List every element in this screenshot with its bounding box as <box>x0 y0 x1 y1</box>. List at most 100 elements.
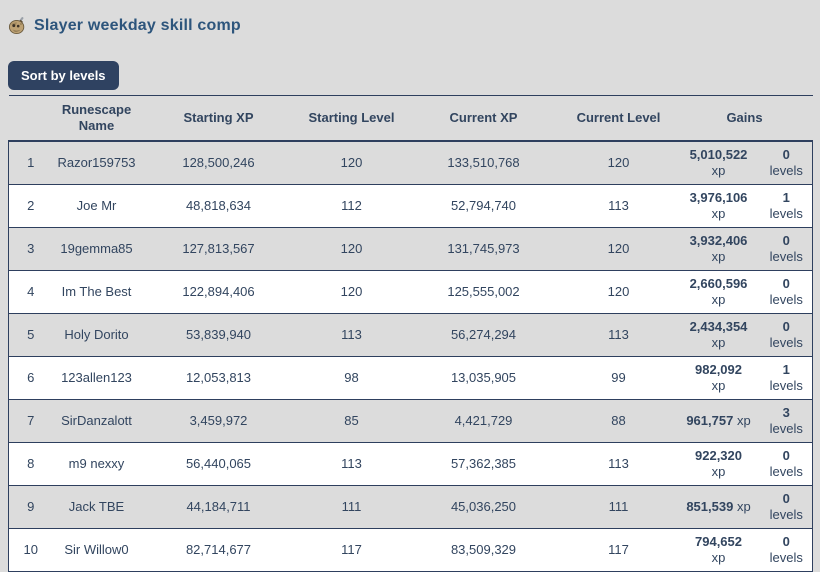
starting-level-cell: 112 <box>341 198 362 213</box>
current-xp-cell: 56,274,294 <box>450 327 517 342</box>
gains-levels-cell: 0 levels <box>761 141 813 185</box>
gains-xp-cell: 922,320 xp <box>677 443 761 486</box>
table-row: 2 Joe Mr 48,818,634 112 52,794,740 113 3… <box>8 184 813 228</box>
player-name-cell: Sir Willow0 <box>64 542 129 557</box>
player-name-cell: Im The Best <box>61 284 132 299</box>
gains-levels-cell: 1 levels <box>761 357 813 400</box>
gains-levels-unit: levels <box>769 507 803 522</box>
current-level-cell: 99 <box>611 370 626 385</box>
current-xp-cell: 13,035,905 <box>450 370 517 385</box>
current-level-cell: 120 <box>607 284 630 299</box>
starting-level-cell: 113 <box>341 456 362 471</box>
current-level-cell: 88 <box>611 413 626 428</box>
rank-cell: 4 <box>27 284 35 299</box>
gains-levels-unit: levels <box>769 464 803 479</box>
gains-xp-value: 3,976,106 <box>689 190 748 205</box>
gains-levels-value: 0 <box>782 491 790 506</box>
starting-level-cell: 111 <box>341 499 362 514</box>
player-name-cell: Joe Mr <box>76 198 117 213</box>
page-title: Slayer weekday skill comp <box>34 16 241 34</box>
title-bar: Slayer weekday skill comp <box>8 16 812 35</box>
starting-level-cell: 117 <box>341 542 362 557</box>
current-level-cell: 111 <box>608 499 629 514</box>
gains-levels-unit: levels <box>769 292 803 307</box>
gains-levels-cell: 0 levels <box>761 529 813 572</box>
starting-xp-cell: 128,500,246 <box>182 155 255 170</box>
gains-xp-unit: xp <box>711 335 726 350</box>
gains-levels-unit: levels <box>769 421 803 436</box>
gains-levels-unit: levels <box>769 378 803 393</box>
gains-levels-unit: levels <box>769 206 803 221</box>
gains-levels-cell: 0 levels <box>761 228 813 271</box>
table-row: 5 Holy Dorito 53,839,940 113 56,274,294 … <box>8 313 813 357</box>
header-starting-level: Starting Level <box>296 95 407 142</box>
table-row: 7 SirDanzalott 3,459,972 85 4,421,729 88… <box>8 399 813 443</box>
gains-levels-value: 0 <box>782 448 790 463</box>
gains-xp-unit: xp <box>711 378 726 393</box>
gains-levels-unit: levels <box>769 249 803 264</box>
player-name-cell: Razor159753 <box>57 155 136 170</box>
gains-xp-cell: 961,757 xp <box>677 400 761 443</box>
gains-xp-unit: xp <box>711 550 726 565</box>
current-level-cell: 113 <box>608 456 629 471</box>
starting-xp-cell: 122,894,406 <box>182 284 255 299</box>
player-name-cell: 19gemma85 <box>60 241 133 256</box>
gains-xp-value: 3,932,406 <box>689 233 748 248</box>
rank-cell: 2 <box>27 198 35 213</box>
rank-cell: 10 <box>23 542 38 557</box>
current-xp-cell: 133,510,768 <box>447 155 520 170</box>
gains-xp-value: 851,539 <box>686 499 734 514</box>
player-name-cell: 123allen123 <box>61 370 132 385</box>
gains-xp-cell: 2,434,354 xp <box>677 314 761 357</box>
header-current-level: Current Level <box>560 95 677 142</box>
table-row: 1 Razor159753 128,500,246 120 133,510,76… <box>8 141 813 185</box>
gains-levels-value: 1 <box>782 362 790 377</box>
gains-levels-unit: levels <box>769 335 803 350</box>
rank-cell: 1 <box>27 155 35 170</box>
current-xp-cell: 45,036,250 <box>450 499 517 514</box>
current-level-cell: 113 <box>608 198 629 213</box>
starting-xp-cell: 56,440,065 <box>185 456 252 471</box>
starting-level-cell: 120 <box>340 241 363 256</box>
gains-levels-cell: 0 levels <box>761 486 813 529</box>
current-xp-cell: 4,421,729 <box>454 413 513 428</box>
gains-xp-unit: xp <box>711 249 726 264</box>
table-row: 6 123allen123 12,053,813 98 13,035,905 9… <box>8 356 813 400</box>
header-gains: Gains <box>676 95 813 142</box>
starting-level-cell: 113 <box>341 327 362 342</box>
gains-levels-cell: 3 levels <box>761 400 813 443</box>
table-header-row: Runescape Name Starting XP Starting Leve… <box>8 95 813 142</box>
starting-xp-cell: 53,839,940 <box>185 327 252 342</box>
gains-levels-value: 0 <box>782 534 790 549</box>
player-name-cell: SirDanzalott <box>61 413 132 428</box>
starting-level-cell: 98 <box>344 370 359 385</box>
gains-xp-unit: xp <box>711 292 726 307</box>
header-starting-xp: Starting XP <box>140 95 297 142</box>
starting-xp-cell: 44,184,711 <box>186 499 251 514</box>
starting-xp-cell: 82,714,677 <box>185 542 252 557</box>
gains-levels-cell: 0 levels <box>761 443 813 486</box>
current-xp-cell: 52,794,740 <box>450 198 517 213</box>
current-level-cell: 120 <box>607 155 630 170</box>
slayer-skill-icon <box>8 16 27 35</box>
table-row: 8 m9 nexxy 56,440,065 113 57,362,385 113… <box>8 442 813 486</box>
gains-levels-value: 1 <box>782 190 790 205</box>
gains-levels-value: 0 <box>782 276 790 291</box>
gains-levels-value: 0 <box>782 147 790 162</box>
table-row: 3 19gemma85 127,813,567 120 131,745,973 … <box>8 227 813 271</box>
gains-xp-cell: 3,976,106 xp <box>677 185 761 228</box>
gains-xp-cell: 2,660,596 xp <box>677 271 761 314</box>
sort-by-levels-button[interactable]: Sort by levels <box>8 61 119 90</box>
gains-xp-value: 922,320 <box>695 448 742 463</box>
gains-xp-value: 961,757 <box>686 413 734 428</box>
header-runescape-name: Runescape Name <box>52 95 141 142</box>
header-rank <box>8 95 53 142</box>
gains-xp-cell: 982,092 xp <box>677 357 761 400</box>
gains-levels-value: 3 <box>782 405 790 420</box>
rank-cell: 7 <box>27 413 35 428</box>
rank-cell: 5 <box>27 327 35 342</box>
table-row: 4 Im The Best 122,894,406 120 125,555,00… <box>8 270 813 314</box>
header-current-xp: Current XP <box>406 95 561 142</box>
current-xp-cell: 57,362,385 <box>450 456 517 471</box>
